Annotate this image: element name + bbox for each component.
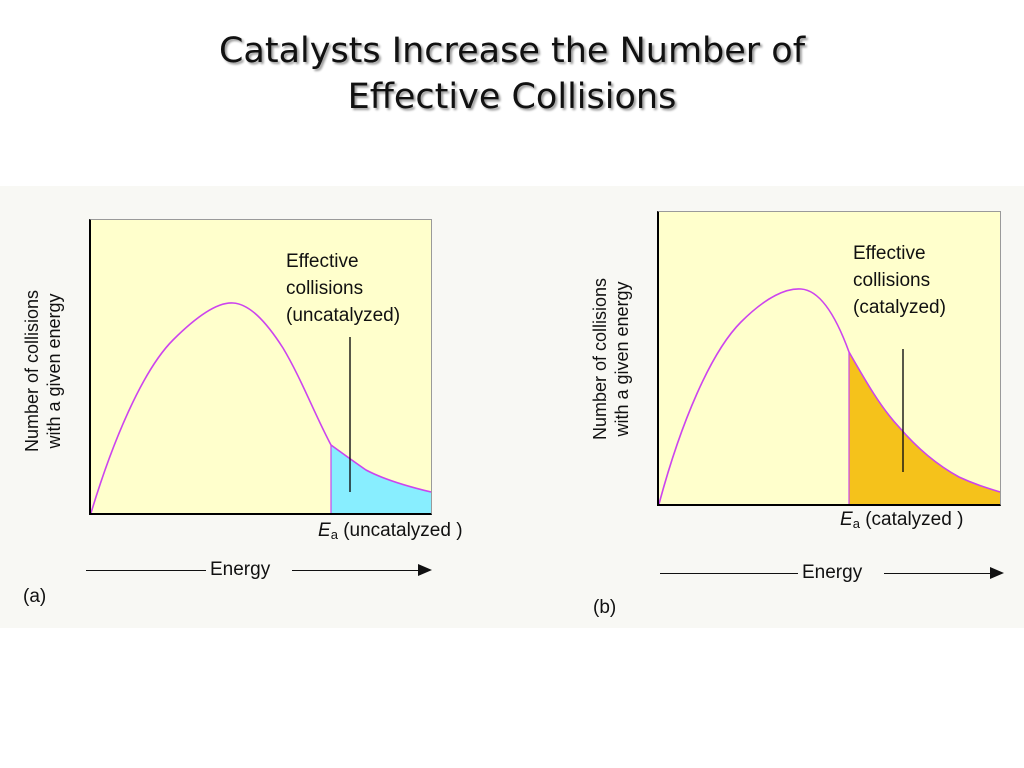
- ea-symbol-a: E: [318, 520, 331, 541]
- energy-axis-arrow-a: Energy: [86, 559, 432, 581]
- ea-note-a: (uncatalyzed ): [343, 520, 463, 541]
- figure-panel: Number of collisions with a given energy…: [0, 186, 1024, 628]
- energy-arrow-line-right-b: [884, 573, 992, 574]
- y-axis-label-a-line-2: with a given energy: [44, 293, 64, 449]
- activation-energy-label-b: Ea (catalyzed ): [840, 509, 963, 531]
- arrowhead-icon: [990, 567, 1004, 579]
- y-axis-label-a-line-1: Number of collisions: [22, 289, 42, 453]
- annotation-effective-collisions-b: Effective collisions (catalyzed): [853, 240, 946, 321]
- x-axis-label-a: Energy: [210, 559, 271, 580]
- distribution-curve-a: [91, 302, 431, 513]
- annotation-a-line-3: (uncatalyzed): [286, 305, 401, 326]
- annotation-a-line-2: collisions: [286, 278, 364, 299]
- y-axis-label-b-line-1: Number of collisions: [590, 277, 610, 441]
- distribution-diagram-b: [659, 288, 1000, 504]
- shaded-region-a: [331, 445, 431, 513]
- energy-arrow-line-left-a: [86, 570, 206, 571]
- arrowhead-icon: [418, 564, 432, 576]
- energy-arrow-line-left-b: [660, 573, 798, 574]
- energy-arrow-line-right-a: [292, 570, 420, 571]
- annotation-b-line-3: (catalyzed): [853, 297, 946, 318]
- slide-title-line-2: Effective Collisions: [347, 77, 677, 117]
- energy-axis-arrow-b: Energy: [660, 562, 1004, 584]
- plot-area-a: [89, 219, 432, 515]
- annotation-b-line-1: Effective: [853, 243, 926, 264]
- shaded-region-b: [849, 352, 1000, 504]
- plot-area-b: [657, 211, 1001, 506]
- panel-label-b: (b): [593, 597, 617, 618]
- slide-title-line-1: Catalysts Increase the Number of: [218, 31, 806, 71]
- annotation-effective-collisions-a: Effective collisions (uncatalyzed): [286, 248, 400, 329]
- activation-energy-label-a: Ea (uncatalyzed ): [318, 520, 463, 542]
- distribution-curve-b: [659, 288, 1000, 504]
- x-axis-label-b: Energy: [802, 562, 863, 583]
- annotation-a-line-1: Effective: [286, 251, 359, 272]
- y-axis-label-b: Number of collisions with a given energy: [589, 244, 633, 474]
- annotation-b-line-2: collisions: [853, 270, 931, 291]
- ea-subscript-b: a: [852, 516, 860, 531]
- ea-note-b: (catalyzed ): [865, 509, 964, 530]
- distribution-diagram-a: [91, 302, 431, 513]
- y-axis-label-a: Number of collisions with a given energy: [21, 256, 65, 486]
- slide-title: Catalysts Increase the Number of Effecti…: [0, 28, 1024, 120]
- ea-subscript-a: a: [330, 527, 338, 542]
- ea-symbol-b: E: [840, 509, 853, 530]
- panel-label-a: (a): [23, 586, 47, 607]
- y-axis-label-b-line-2: with a given energy: [612, 281, 632, 437]
